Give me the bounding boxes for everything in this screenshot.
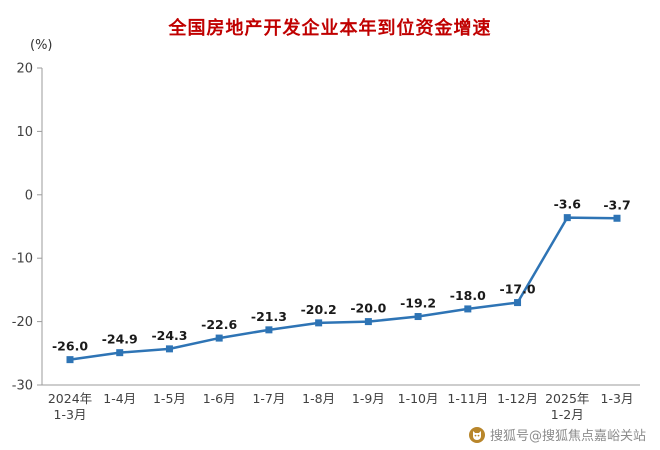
data-point-label: -24.3 [151, 328, 187, 343]
x-tick-label: 1-9月 [352, 391, 385, 406]
data-point-label: -17.0 [500, 282, 536, 297]
x-tick-label: 1-3月 [601, 391, 634, 406]
x-tick-label: 2025年 1-2月 [545, 391, 589, 422]
data-point-marker [215, 334, 223, 342]
y-axis-unit-label: (%) [30, 38, 53, 53]
watermark-text: 搜狐号@搜狐焦点嘉峪关站 [489, 429, 646, 444]
data-point-label: -3.6 [554, 197, 582, 212]
data-point-marker [464, 305, 472, 313]
data-point-marker [364, 318, 372, 326]
x-tick-label: 1-8月 [302, 391, 335, 406]
data-point-label: -19.2 [400, 296, 436, 311]
x-tick-label: 2024年 1-3月 [48, 391, 92, 422]
y-tick-label: 0 [25, 188, 33, 203]
data-point-marker [563, 214, 571, 222]
x-tick-label: 1-10月 [398, 391, 439, 406]
data-point-marker [66, 356, 74, 364]
data-point-marker [265, 326, 273, 334]
data-point-label: -3.7 [603, 197, 630, 212]
sohu-fox-icon [468, 426, 485, 443]
y-tick-label: 10 [16, 125, 33, 140]
watermark: 搜狐号@搜狐焦点嘉峪关站 [468, 425, 646, 444]
line-chart: 20 10 0 -10 -20 -30 2024年 1-3月 1-4月 1-5月 1-6月 1-7月 1… [12, 62, 640, 422]
x-tick-label: 1-6月 [203, 391, 236, 406]
data-point-marker [315, 319, 323, 327]
x-tick-label: 1-7月 [252, 391, 285, 406]
x-tick-label: 1-4月 [103, 391, 136, 406]
chart-title: 全国房地产开发企业本年到位资金增速 [168, 18, 492, 39]
y-tick-label: 20 [16, 62, 33, 77]
y-tick-label: -10 [12, 252, 33, 267]
data-point-marker [414, 313, 422, 321]
data-point-label: -21.3 [251, 309, 287, 324]
data-point-marker [514, 299, 522, 307]
data-point-label: -22.6 [201, 317, 237, 332]
x-tick-label: 1-5月 [153, 391, 186, 406]
data-point-label: -26.0 [52, 339, 88, 354]
data-point-label: -20.2 [301, 302, 337, 317]
y-tick-label: -30 [12, 379, 33, 394]
x-tick-label: 1-11月 [447, 391, 488, 406]
data-point-marker [116, 349, 124, 357]
series-line [68, 216, 619, 361]
x-tick-label: 1-12月 [497, 391, 538, 406]
data-point-label: -20.0 [350, 301, 386, 316]
y-tick-label: -20 [12, 315, 33, 330]
data-point-marker [165, 345, 173, 353]
data-point-label: -24.9 [102, 332, 138, 347]
data-point-label: -18.0 [450, 288, 486, 303]
data-point-marker [613, 214, 621, 222]
